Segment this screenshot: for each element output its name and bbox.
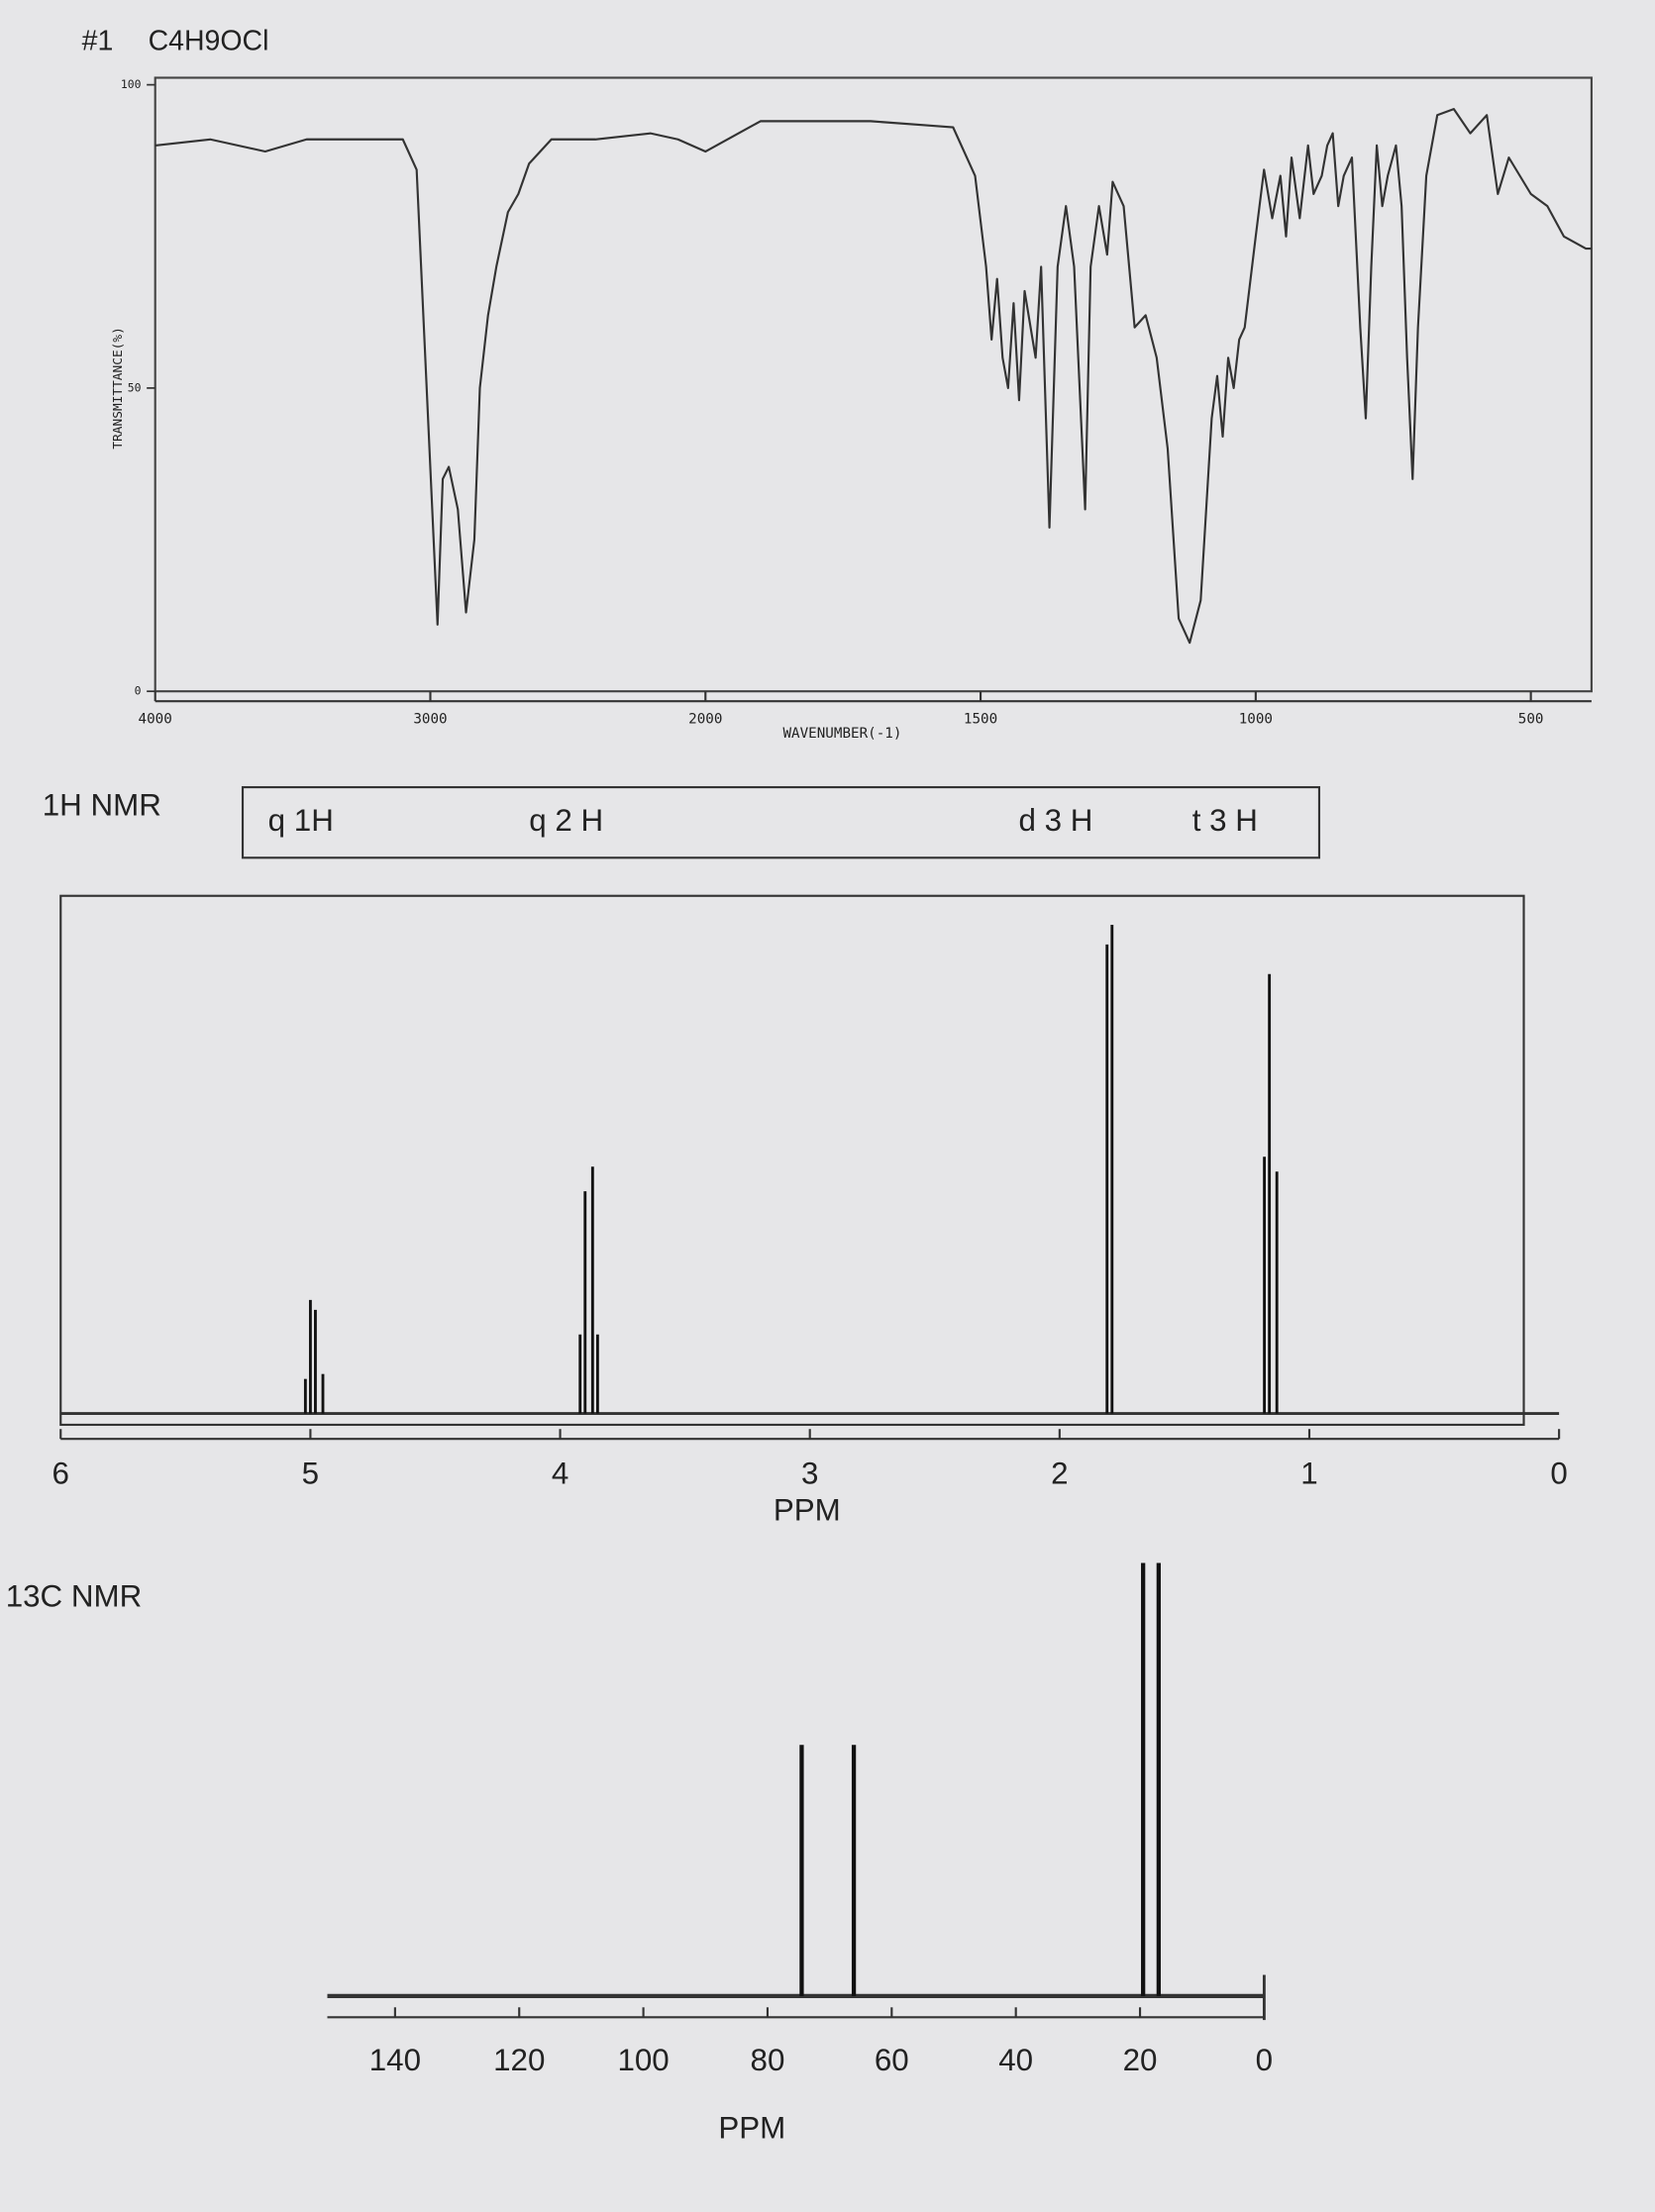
x-tick-label: 0 (1256, 2043, 1273, 2077)
x-tick-label: 2000 (688, 712, 722, 728)
x-tick-label: 4 (552, 1457, 569, 1491)
x-tick-label: 2 (1051, 1457, 1068, 1491)
multiplicity-label: t 3 H (1192, 803, 1258, 838)
x-tick-label: 40 (998, 2043, 1033, 2077)
ir-frame (154, 76, 1593, 693)
x-tick-label: 4000 (139, 712, 172, 728)
x-tick-label: 5 (302, 1457, 319, 1491)
y-tick-label: 0 (135, 684, 142, 698)
x-axis-label: PPM (774, 1493, 841, 1528)
x-tick-label: 100 (617, 2043, 669, 2077)
x-tick-label: 1000 (1239, 712, 1273, 728)
problem-number: #1 (82, 25, 114, 56)
x-tick-label: 120 (493, 2043, 545, 2077)
y-axis-label: TRANSMITTANCE(%) (111, 327, 126, 449)
multiplicity-label: d 3 H (1019, 803, 1093, 838)
y-tick-label: 50 (128, 380, 142, 394)
nmr-title: 1H NMR (43, 787, 161, 822)
x-tick-label: 140 (369, 2043, 421, 2077)
y-tick-label: 100 (121, 77, 142, 91)
multiplicity-box (241, 785, 1321, 859)
x-tick-label: 3 (801, 1457, 818, 1491)
ir-spectrum (155, 108, 1592, 645)
x-tick-label: 1500 (964, 712, 997, 728)
x-tick-label: 60 (875, 2043, 909, 2077)
x-tick-label: 6 (52, 1457, 69, 1491)
x-tick-label: 3000 (413, 712, 447, 728)
x-tick-label: 1 (1300, 1457, 1317, 1491)
x-axis-label: WAVENUMBER(-1) (782, 726, 901, 742)
multiplicity-label: q 1H (268, 803, 334, 838)
h-nmr-frame (59, 894, 1525, 1427)
nmr-title: 13C NMR (6, 1578, 143, 1613)
x-axis-label: PPM (718, 2111, 785, 2146)
x-tick-label: 80 (751, 2043, 785, 2077)
x-tick-label: 0 (1550, 1457, 1567, 1491)
x-tick-label: 500 (1518, 712, 1544, 728)
x-tick-label: 20 (1123, 2043, 1158, 2077)
multiplicity-label: q 2 H (529, 803, 603, 838)
formula: C4H9OCl (149, 25, 269, 56)
